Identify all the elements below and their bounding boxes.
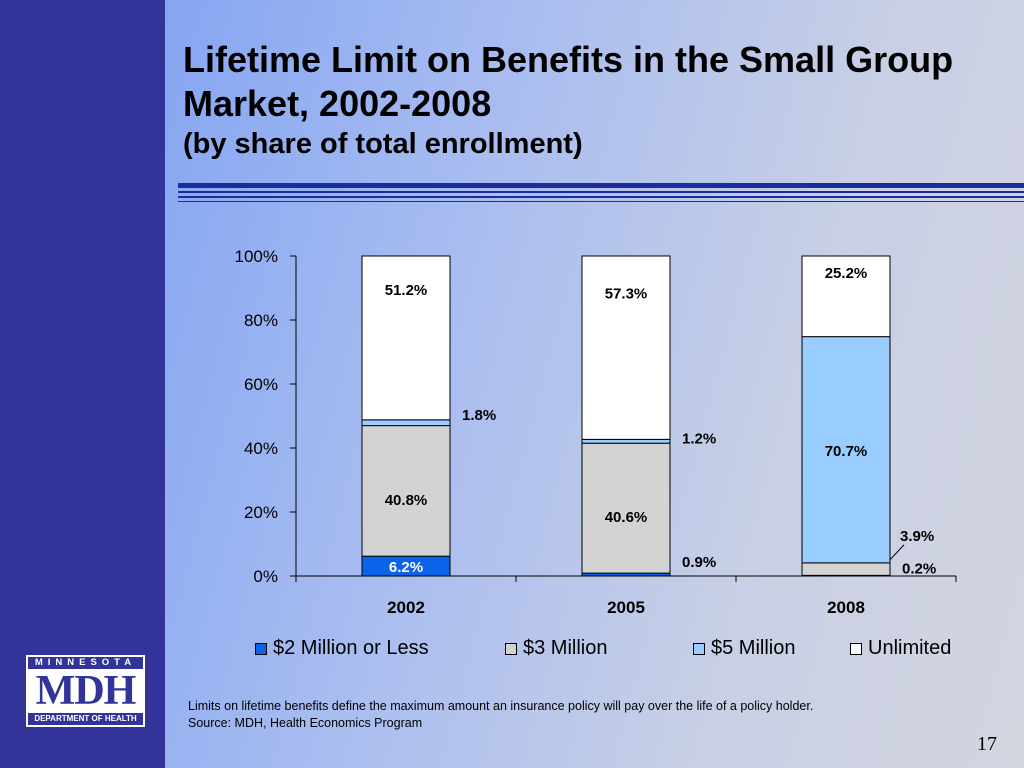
y-tick-label: 0% [253,567,278,586]
data-label-3-2005: 57.3% [605,286,648,303]
y-tick-label: 100% [235,247,278,266]
legend-label: $2 Million or Less [273,637,429,659]
logo-department-text: DEPARTMENT OF HEALTH [28,713,143,725]
data-label-0-2002: 6.2% [389,559,423,576]
y-tick-label: 80% [244,311,278,330]
x-tick-label: 2002 [387,598,425,617]
bar-segment-1-2008 [801,562,891,576]
x-tick-label: 2005 [607,598,645,617]
data-label-0-2005: 0.9% [682,554,716,571]
title-rule-thick [178,183,1024,188]
data-label-3-2008: 25.2% [825,265,868,282]
data-label-2-2008: 70.7% [825,443,868,460]
data-label-1-2002: 40.8% [385,492,428,509]
slide-subtitle: (by share of total enrollment) [183,128,583,160]
mdh-logo: MINNESOTA MDH DEPARTMENT OF HEALTH [26,655,145,727]
legend-swatch [255,642,267,655]
stacked-bar-chart: 0% 20% 40% 60% 80% 100% 6.2% 40.8% 1.8% 51.2% 2002… [235,247,957,617]
title-rule-hairline [178,201,1024,202]
data-label-1-2008: 3.9% [900,528,934,545]
x-tick-label: 2008 [827,598,865,617]
bar-segment-3-2005 [581,255,671,440]
bar-segment-3-2002 [361,255,451,421]
footnote-source: Source: MDH, Health Economics Program [188,716,423,730]
footnote-definition: Limits on lifetime benefits define the m… [188,699,814,713]
bar-segment-3-2008 [801,255,891,338]
bar-segment-2-2008 [801,336,891,564]
y-tick-label: 60% [244,375,278,394]
logo-mdh-text: MDH [35,668,137,714]
legend-item: $3 Million [505,637,607,660]
legend-swatch [850,642,862,655]
data-label-2-2005: 1.2% [682,430,716,447]
data-label-2-2002: 1.8% [462,407,496,424]
legend-label: $5 Million [711,637,796,659]
legend-label: $3 Million [523,637,608,659]
bar-segment-2-2005 [581,438,671,444]
page-number: 17 [977,733,997,755]
legend-swatch [505,642,517,655]
bar-segment-1-2005 [581,442,671,574]
legend-label: Unlimited [868,637,952,659]
legend-item: $5 Million [693,637,795,660]
footnote: Limits on lifetime benefits define the m… [188,698,813,732]
legend-swatch [693,642,705,655]
title-rule-thin [178,196,1024,198]
legend-item: $2 Million or Less [255,637,429,660]
logo-state-text: MINNESOTA [28,657,143,669]
y-tick-label: 40% [244,439,278,458]
data-label-0-2008: 0.2% [902,560,936,577]
slide-title: Lifetime Limit on Benefits in the Small … [183,39,954,124]
y-tick-label: 20% [244,503,278,522]
sidebar-band [0,0,165,768]
data-label-1-2005: 40.6% [605,509,648,526]
title-rule-mid [178,191,1024,193]
chart-legend: $2 Million or Less $3 Million $5 Million Un… [255,637,965,663]
legend-item: Unlimited [850,637,951,660]
data-label-3-2002: 51.2% [385,282,428,299]
bar-segment-1-2002 [361,425,451,557]
leader-line [887,544,905,563]
bar-segment-2-2002 [361,419,451,427]
